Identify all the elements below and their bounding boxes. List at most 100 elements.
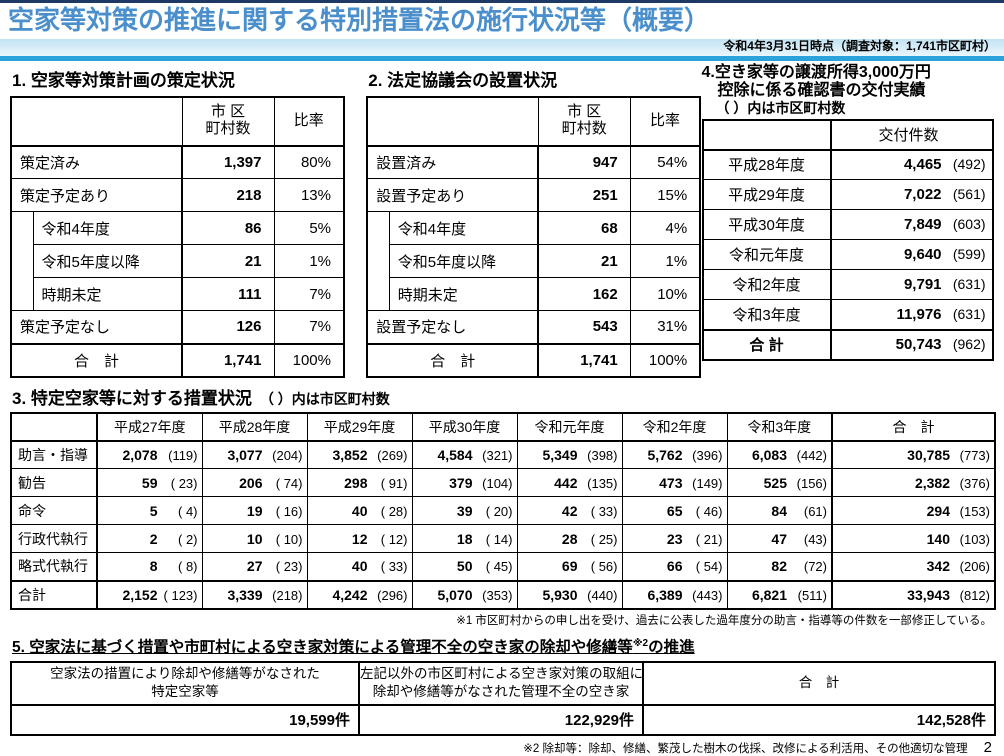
paren-count: (103) bbox=[959, 531, 990, 547]
count-cell: 162 bbox=[537, 277, 631, 311]
paren-count: ( 10) bbox=[275, 531, 303, 547]
measure-count: 5 bbox=[149, 502, 158, 519]
section4-heading-line1: 4.空き家等の譲渡所得3,000万円 bbox=[701, 63, 931, 81]
paren-count: (561) bbox=[952, 186, 986, 202]
table-row: 令和2年度 9,791 (631) bbox=[702, 269, 994, 300]
table-row: 設置済み 947 54% bbox=[366, 145, 701, 179]
top-border-line bbox=[0, 0, 1004, 3]
measure-count: 525 bbox=[763, 474, 787, 491]
measure-count: 379 bbox=[449, 474, 473, 491]
table-header-row: 空家法の措置により除却や修繕等がなされた 特定空家等 左記以外の市区町村による空き… bbox=[10, 660, 996, 706]
total-cell: 342 (206) bbox=[831, 552, 996, 581]
value-cell: 6,083 (442) bbox=[726, 440, 833, 469]
measure-count: 12 bbox=[351, 530, 368, 547]
measure-count: 40 bbox=[351, 558, 368, 575]
row-sublabel: 時期未定 bbox=[388, 277, 539, 311]
section5-heading-text: 5. 空家法に基づく措置や市町村による空き家対策による管理不全の空き家の除却や修… bbox=[12, 638, 633, 656]
row-label: 平成28年度 bbox=[702, 149, 832, 180]
total-cell: 2,382 (376) bbox=[831, 468, 996, 497]
paren-count: (492) bbox=[952, 156, 986, 173]
count-cell: 111 bbox=[181, 277, 275, 311]
section4-paren-note: （ ）内は市区町村数 bbox=[715, 99, 846, 116]
value-cell: 379 (104) bbox=[411, 468, 518, 497]
paren-count: ( 91) bbox=[380, 475, 408, 491]
paren-count: ( 23) bbox=[275, 559, 303, 575]
section5: 5. 空家法に基づく措置や市町村による空き家対策による管理不全の空き家の除却や修… bbox=[10, 632, 996, 756]
paren-count: (119) bbox=[168, 447, 198, 463]
header-band: 令和4年3月31日時点（調査対象：1,741市区町村） bbox=[0, 38, 1004, 56]
table-row: 令和4年度 86 5% bbox=[10, 211, 345, 311]
paren-count: (72) bbox=[803, 559, 827, 575]
table-row: 行政代執行 2 ( 2) 10 ( 10) 12 ( 12) 18 ( 14) 28 ( … bbox=[10, 524, 996, 553]
section5-heading-tail: の推進 bbox=[648, 638, 695, 656]
table-row: 命令 5 ( 4) 19 ( 16) 40 ( 28) 39 ( 20) 42 ( 33)… bbox=[10, 496, 996, 525]
issued-count: 50,743 bbox=[895, 336, 942, 353]
ratio-cell: 13% bbox=[273, 178, 345, 212]
paren-count: (603) bbox=[952, 216, 986, 232]
paren-count: (296) bbox=[377, 587, 408, 603]
measure-count: 298 bbox=[344, 474, 368, 491]
paren-count: (440) bbox=[587, 587, 618, 603]
header-line: 左記以外の市区町村による空き家対策の取組により、 bbox=[360, 666, 643, 682]
value-cell: 5,070 (353) bbox=[411, 579, 518, 609]
paren-count: ( 8) bbox=[178, 559, 198, 575]
value-cell: 23 ( 21) bbox=[621, 524, 728, 553]
value-cell: 7,022 (561) bbox=[829, 179, 994, 210]
value-cell: 2,152 ( 123) bbox=[96, 579, 203, 609]
paren-count: ( 4) bbox=[178, 503, 198, 519]
total-label: 合 計 bbox=[702, 328, 832, 360]
blank-header-cell bbox=[10, 412, 98, 442]
ratio-cell: 80% bbox=[273, 145, 345, 179]
measure-count: 2,078 bbox=[122, 446, 158, 463]
value-cell: 65 ( 46) bbox=[621, 496, 728, 525]
row-label: 設置済み bbox=[366, 145, 539, 179]
measure-count: 28 bbox=[561, 530, 578, 547]
paren-count: (156) bbox=[796, 475, 827, 491]
value-cell: 3,077 (204) bbox=[201, 440, 308, 469]
paren-count: ( 23) bbox=[170, 475, 198, 491]
count-cell: 126 bbox=[181, 310, 275, 344]
value-cell: 66 ( 54) bbox=[621, 552, 728, 581]
page-number: 2 bbox=[983, 738, 992, 756]
row-label: 行政代執行 bbox=[10, 524, 98, 553]
value-cell: 4,465 (492) bbox=[829, 149, 994, 180]
section3-paren-note: （ ）内は市区町村数 bbox=[259, 390, 390, 407]
section4: 4.空き家等の譲渡所得3,000万円 控除に係る確認書の交付実績 （ ）内は市区… bbox=[701, 63, 995, 361]
value-cell: 5 ( 4) bbox=[96, 496, 203, 525]
page-title: 空家等対策の推進に関する特別措置法の施行状況等（概要） bbox=[8, 5, 711, 35]
table-row: 助言・指導 2,078 (119) 3,077 (204) 3,852 (269) 4… bbox=[10, 440, 996, 469]
measure-count: 8 bbox=[149, 558, 158, 575]
table-row: 令和5年度以降 21 1% bbox=[11, 244, 345, 278]
measure-count: 33,943 bbox=[907, 586, 950, 603]
paren-count: ( 12) bbox=[380, 531, 408, 547]
value-cell: 82 (72) bbox=[726, 552, 833, 581]
table-header-row: 交付件数 bbox=[702, 119, 994, 151]
column-header-year: 令和2年度 bbox=[621, 412, 728, 442]
paren-count: (206) bbox=[959, 559, 990, 575]
value-cell: 9,640 (599) bbox=[829, 239, 994, 270]
measure-count: 5,930 bbox=[542, 586, 578, 603]
issued-count: 7,849 bbox=[903, 216, 942, 233]
issued-count: 11,976 bbox=[896, 305, 942, 323]
paren-count: (149) bbox=[692, 475, 723, 491]
paren-count: (773) bbox=[959, 447, 990, 463]
ratio-cell: 1% bbox=[629, 244, 701, 278]
value-cell: 525 (156) bbox=[726, 468, 833, 497]
value-cell: 8 ( 8) bbox=[96, 552, 203, 581]
ratio-cell: 10% bbox=[629, 277, 701, 311]
column-header-year: 平成27年度 bbox=[96, 412, 203, 442]
value-cell: 7,849 (603) bbox=[829, 209, 994, 240]
survey-date-note: 令和4年3月31日時点（調査対象：1,741市区町村） bbox=[723, 38, 996, 53]
paren-count: (376) bbox=[959, 475, 990, 491]
paren-count: (812) bbox=[959, 587, 990, 603]
paren-count: (511) bbox=[797, 587, 827, 603]
measure-count: 3,077 bbox=[227, 446, 263, 463]
measure-count: 2 bbox=[149, 530, 158, 547]
table-row: 策定予定なし 126 7% bbox=[10, 310, 345, 344]
column-header-count: 市 区町村数 bbox=[181, 96, 275, 147]
total-label: 合 計 bbox=[366, 342, 539, 377]
row-label: 助言・指導 bbox=[10, 440, 98, 469]
value-cell: 6,389 (443) bbox=[621, 579, 728, 609]
count-cell: 86 bbox=[181, 211, 275, 245]
issued-count: 9,640 bbox=[903, 246, 942, 263]
